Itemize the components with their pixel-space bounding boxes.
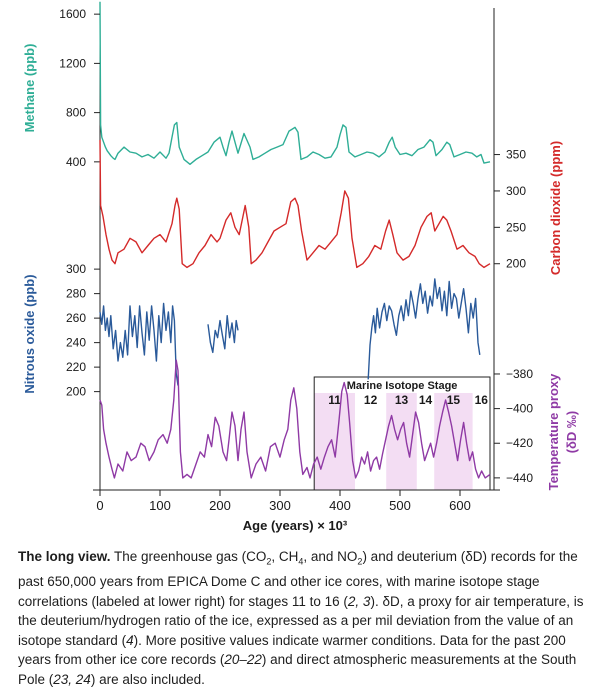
co2-series-line	[99, 139, 491, 269]
dd-axis-title-line2: (δD ‰)	[564, 411, 579, 454]
n2o-tick-label: 260	[66, 311, 86, 325]
n2o-tick-label: 280	[66, 287, 86, 301]
caption-part-4: , and NO	[303, 549, 358, 564]
x-tick-label: 200	[209, 498, 231, 513]
marine-isotope-title: Marine Isotope Stage	[347, 380, 458, 392]
n2o-series-line-0	[99, 302, 179, 386]
n2o-tick-label: 220	[66, 360, 86, 374]
x-tick-label: 0	[96, 498, 103, 513]
caption-body: The greenhouse gas (CO2, CH4, and NO2) a…	[18, 549, 584, 687]
dd-series-line	[99, 359, 491, 479]
caption-part-6: ) and deuterium (δD) records for the pas…	[18, 549, 578, 609]
methane-tick-label: 1600	[59, 7, 86, 21]
chart-canvas: Marine Isotope Stage 11 12 13 14 15 16 400 800 12…	[22, 1, 579, 533]
caption-part-5: 2	[357, 556, 363, 567]
caption-part-14: ) are also included.	[90, 671, 205, 687]
caption-title: The long view.	[18, 549, 111, 564]
caption-part-3: 4	[298, 556, 304, 567]
x-tick-label: 300	[269, 498, 291, 513]
n2o-axis-title: Nitrous oxide (ppb)	[22, 274, 37, 393]
dd-tick-label: −400	[506, 402, 533, 416]
co2-tick-label: 250	[506, 220, 526, 234]
methane-tick-label: 1200	[59, 56, 86, 70]
x-axis-title: Age (years) × 10³	[243, 518, 348, 533]
dd-axis-title-line1: Temperature proxy	[546, 373, 561, 491]
x-tick-label: 400	[329, 498, 351, 513]
n2o-tick-label: 300	[66, 262, 86, 276]
stage-label-11: 11	[328, 393, 341, 407]
dd-tick-label: −440	[506, 471, 533, 485]
caption-part-7: 2, 3	[347, 593, 371, 609]
stage-label-13: 13	[395, 393, 409, 407]
caption-part-1: 2	[266, 556, 272, 567]
stage-label-12: 12	[364, 393, 378, 407]
marine-isotope-panel	[313, 376, 491, 491]
n2o-series-line-1	[207, 315, 239, 354]
co2-tick-label: 200	[506, 257, 526, 271]
dd-tick-label: −420	[506, 436, 533, 450]
stage-label-15: 15	[447, 393, 461, 407]
dd-tick-label: −380	[506, 367, 533, 381]
methane-tick-label: 400	[66, 155, 86, 169]
n2o-tick-label: 240	[66, 336, 86, 350]
n2o-tick-label: 200	[66, 385, 86, 399]
stage-label-16: 16	[475, 393, 489, 407]
caption-part-0: The greenhouse gas (CO	[110, 549, 267, 564]
caption-part-12: ) and direct atmospheric measurements at…	[18, 652, 577, 687]
methane-series-line	[99, 1, 491, 165]
x-tick-label: 100	[149, 498, 171, 513]
caption-part-8: ). δD, a proxy for air temperature, is t…	[18, 593, 584, 648]
ice-core-chart: Marine Isotope Stage 11 12 13 14 15 16 400 800 12…	[22, 1, 579, 533]
methane-axis-title: Methane (ppb)	[22, 44, 37, 133]
co2-tick-label: 350	[506, 148, 526, 162]
caption-part-11: 20–22	[224, 652, 262, 668]
x-tick-label: 500	[389, 498, 411, 513]
figure-caption: The long view. The greenhouse gas (CO2, …	[18, 547, 584, 689]
caption-part-9: 4	[126, 632, 134, 648]
n2o-series-line-2	[367, 278, 481, 380]
co2-tick-label: 300	[506, 184, 526, 198]
methane-tick-label: 800	[66, 106, 86, 120]
x-tick-label: 600	[449, 498, 471, 513]
caption-part-10: ). More positive values indicate warmer …	[18, 632, 566, 668]
caption-part-13: 23, 24	[53, 671, 91, 687]
co2-axis-title: Carbon dioxide (ppm)	[548, 141, 563, 275]
stage-label-14: 14	[419, 393, 433, 407]
caption-part-2: , CH	[271, 549, 299, 564]
